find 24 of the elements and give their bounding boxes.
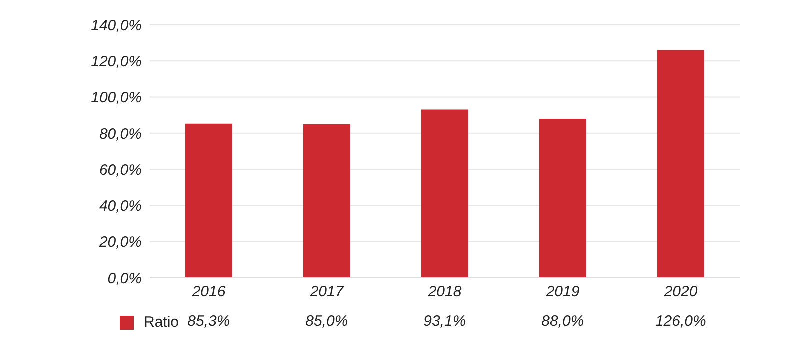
data-label: 126,0% (655, 313, 706, 330)
data-label: 85,3% (188, 313, 230, 330)
data-label: 88,0% (542, 313, 584, 330)
y-tick-label: 80,0% (99, 126, 142, 143)
y-tick-label: 20,0% (98, 234, 142, 252)
data-label: 93,1% (424, 313, 466, 330)
x-tick-label: 2017 (309, 284, 344, 301)
y-tick-label: 40,0% (99, 198, 142, 216)
y-tick-label: 120,0% (91, 53, 142, 70)
x-tick-label: 2019 (545, 284, 580, 301)
y-tick-label: 60,0% (99, 162, 142, 179)
data-label: 85,0% (306, 313, 348, 330)
bar (421, 110, 468, 278)
bar (185, 124, 232, 278)
y-tick-label: 100,0% (91, 90, 142, 107)
y-tick-label: 0,0% (108, 270, 142, 288)
legend-label: Ratio (144, 314, 180, 331)
x-tick-label: 2016 (191, 284, 226, 301)
y-tick-label: 140,0% (91, 17, 142, 34)
bar (657, 50, 704, 278)
bar (303, 124, 350, 278)
x-tick-label: 2018 (427, 284, 462, 301)
bar (539, 118, 586, 278)
x-tick-label: 2020 (663, 284, 698, 301)
